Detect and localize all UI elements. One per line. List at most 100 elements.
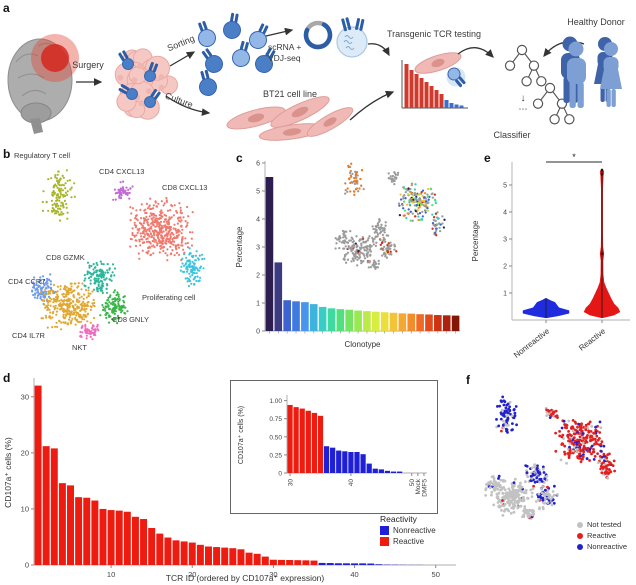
svg-text:3: 3 (503, 237, 507, 244)
cluster-label: Regulatory T cell (14, 151, 70, 160)
cluster-cd8-gzmk (83, 260, 117, 294)
nonreactive-swatch (380, 526, 389, 535)
bar (237, 549, 245, 565)
svg-text:50: 50 (409, 479, 416, 487)
bar (269, 559, 277, 565)
cluster-label: CD8 GZMK (46, 253, 85, 262)
bar (342, 563, 350, 565)
bar (221, 547, 229, 565)
bar (323, 446, 330, 473)
bar (196, 544, 204, 565)
svg-text:DMF5: DMF5 (421, 479, 428, 497)
bar (317, 415, 324, 473)
testing-label: Transgenic TCR testing (387, 29, 481, 39)
bar (375, 564, 383, 565)
bar (83, 497, 91, 565)
nonreactive-label: Nonreactive (393, 526, 436, 535)
bar (380, 312, 389, 331)
bar (172, 540, 180, 565)
panel-a-workflow: Surgery Sorting scRNA + VDJ-seq (7, 12, 625, 141)
bar (351, 563, 359, 565)
svg-text:20: 20 (21, 448, 29, 457)
bar (99, 508, 107, 565)
cluster-cd4-ccr7 (484, 474, 505, 499)
cluster-cd4-cxcl13 (387, 171, 400, 186)
bar (302, 560, 310, 565)
culture-label: Culture (164, 91, 195, 110)
panel-label-c: c (236, 151, 243, 165)
svg-text:20: 20 (188, 570, 196, 579)
panel-label-f: f (466, 373, 470, 387)
panel-b-umap-chart: Regulatory T cell CD4 CXCL13 CD8 CXCL13 CD8… (8, 151, 207, 352)
scrna-label-1: scRNA + (268, 42, 301, 52)
bar (164, 537, 172, 565)
bar (42, 446, 50, 565)
bar (407, 313, 416, 331)
cluster-cd8-cxcl13 (554, 419, 606, 465)
cluster-cd8-gnly (379, 240, 398, 259)
panel-e-violin-chart: 1 2 3 4 5 Nonreactive Reactive * Percentage (471, 152, 630, 360)
svg-text:Percentage: Percentage (471, 220, 480, 261)
bar (292, 301, 300, 331)
bar (58, 483, 66, 565)
bar (294, 560, 302, 565)
svg-text:CD107a⁺ cells (%): CD107a⁺ cells (%) (3, 437, 13, 508)
bar (396, 471, 403, 473)
panel-label-e: e (484, 151, 491, 165)
bar (156, 533, 164, 565)
bar (278, 559, 286, 565)
svg-text:0: 0 (25, 561, 29, 570)
svg-text:40: 40 (350, 570, 358, 579)
bar (354, 310, 362, 331)
bar (342, 451, 348, 473)
cluster-cd4-cxcl13 (544, 406, 559, 419)
panel-c-umap-inset (334, 162, 446, 270)
cluster-cd4-il7r (39, 282, 96, 331)
bar (299, 408, 305, 473)
reactive-f-label: Reactive (587, 531, 617, 540)
bar (371, 311, 380, 331)
cluster-label: CD4 IL7R (12, 331, 46, 340)
svg-text:0.50: 0.50 (269, 434, 282, 441)
bar (334, 563, 342, 565)
cluster-regulatory-t-cell (41, 169, 76, 222)
reactive-label: Reactive (393, 537, 425, 546)
panel-label-b: b (3, 147, 11, 161)
svg-text:1.00: 1.00 (269, 398, 282, 405)
svg-text:30: 30 (287, 479, 294, 487)
bar (354, 452, 360, 473)
bar (123, 511, 131, 565)
bar (330, 447, 336, 473)
bar (378, 469, 384, 473)
cluster-cd4-il7r (492, 477, 535, 517)
panel-d-inset-chart: 0 0.25 0.50 0.75 1.00 30 40 50 Mock DMF5 CD107a⁺ c… (237, 395, 428, 497)
not-tested-dot (577, 521, 583, 528)
reactive-swatch (380, 537, 389, 546)
panel-label-a: a (3, 1, 10, 15)
bar (384, 470, 391, 473)
significance-star: * (572, 152, 576, 162)
svg-text:10: 10 (107, 570, 115, 579)
violin-x-label: Reactive (577, 326, 608, 353)
cluster-label: CD8 CXCL13 (162, 183, 207, 192)
panel-label-d: d (3, 371, 11, 385)
cluster-cd8-gnly (534, 484, 559, 511)
not-tested-label: Not tested (587, 520, 622, 529)
bar (345, 309, 354, 331)
legend-item-nonreactive-f: Nonreactive (577, 542, 627, 551)
svg-text:40: 40 (348, 479, 355, 487)
panel-d-tcr-bar-chart: 0 10 20 30 10 20 30 40 50 TCR ID (ordered by CD10… (3, 378, 456, 583)
bar (359, 563, 367, 565)
svg-text:Clonotype: Clonotype (344, 340, 381, 349)
bar (140, 519, 148, 565)
bar (265, 177, 274, 331)
cluster-proliferating-cell (179, 247, 206, 288)
sorting-arrow (169, 51, 196, 67)
svg-text:0: 0 (256, 329, 260, 336)
svg-text:Percentage: Percentage (235, 226, 244, 267)
bar (286, 560, 294, 565)
svg-text:Mock: Mock (415, 478, 422, 494)
bar (398, 313, 407, 331)
bar (115, 510, 123, 565)
